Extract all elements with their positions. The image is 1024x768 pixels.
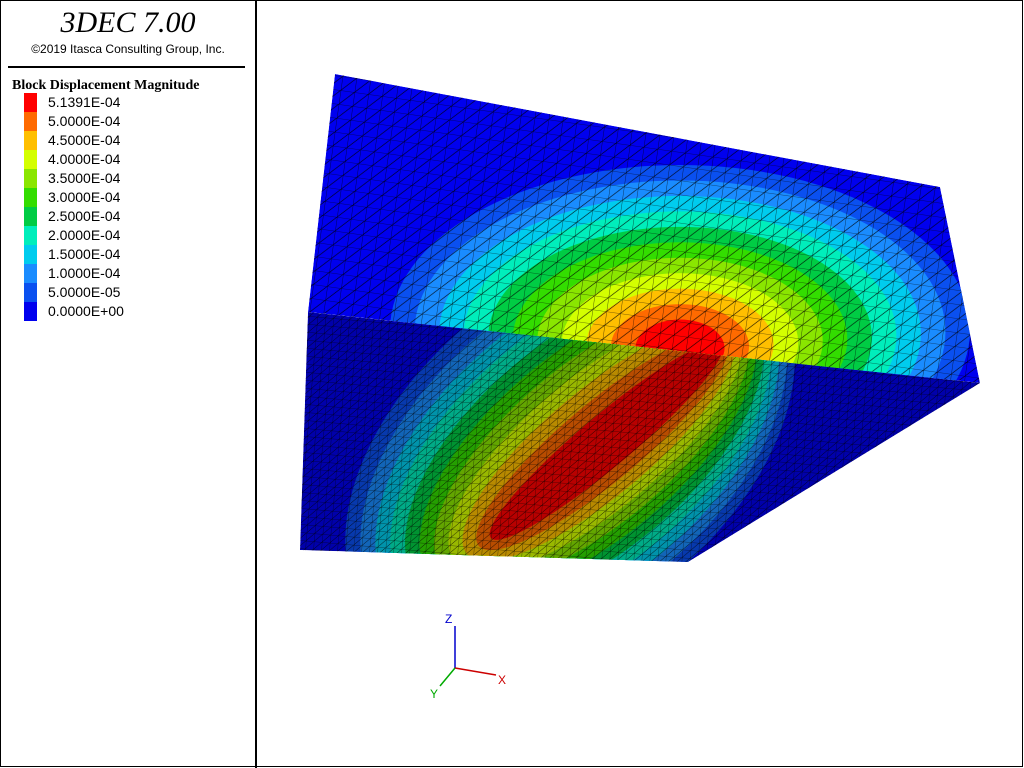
y-label: Y bbox=[430, 687, 438, 701]
legend-label: 4.5000E-04 bbox=[48, 132, 121, 148]
legend-swatch bbox=[24, 226, 37, 245]
legend-swatch bbox=[24, 245, 37, 264]
legend-label: 1.0000E-04 bbox=[48, 265, 121, 281]
legend-swatch bbox=[24, 169, 37, 188]
legend-label: 5.1391E-04 bbox=[48, 94, 121, 110]
legend-swatch bbox=[24, 150, 37, 169]
axis-triad: Z X Y bbox=[430, 612, 506, 701]
legend-swatch bbox=[24, 264, 37, 283]
y-axis bbox=[439, 667, 456, 687]
legend-swatch bbox=[24, 207, 37, 226]
legend-swatch bbox=[24, 112, 37, 131]
copyright: ©2019 Itasca Consulting Group, Inc. bbox=[31, 42, 225, 56]
legend-label: 0.0000E+00 bbox=[48, 303, 124, 319]
legend-swatch bbox=[24, 302, 37, 321]
legend-title: Block Displacement Magnitude bbox=[12, 78, 199, 93]
legend-label: 4.0000E-04 bbox=[48, 151, 121, 167]
legend-swatch bbox=[24, 93, 37, 112]
legend-swatch bbox=[24, 283, 37, 302]
legend-label: 3.0000E-04 bbox=[48, 189, 121, 205]
legend-label: 3.5000E-04 bbox=[48, 170, 121, 186]
legend-label: 1.5000E-04 bbox=[48, 246, 121, 262]
legend: 5.1391E-04 5.0000E-04 4.5000E-04 4.0000E-04… bbox=[24, 93, 124, 321]
legend-swatch bbox=[24, 131, 37, 150]
legend-swatch bbox=[24, 188, 37, 207]
z-label: Z bbox=[445, 612, 452, 626]
legend-label: 5.0000E-04 bbox=[48, 113, 121, 129]
x-label: X bbox=[498, 673, 506, 687]
legend-label: 5.0000E-05 bbox=[48, 284, 121, 300]
legend-label: 2.0000E-04 bbox=[48, 227, 121, 243]
x-axis bbox=[454, 667, 497, 676]
legend-label: 2.5000E-04 bbox=[48, 208, 121, 224]
app-title: 3DEC 7.00 bbox=[60, 6, 196, 39]
